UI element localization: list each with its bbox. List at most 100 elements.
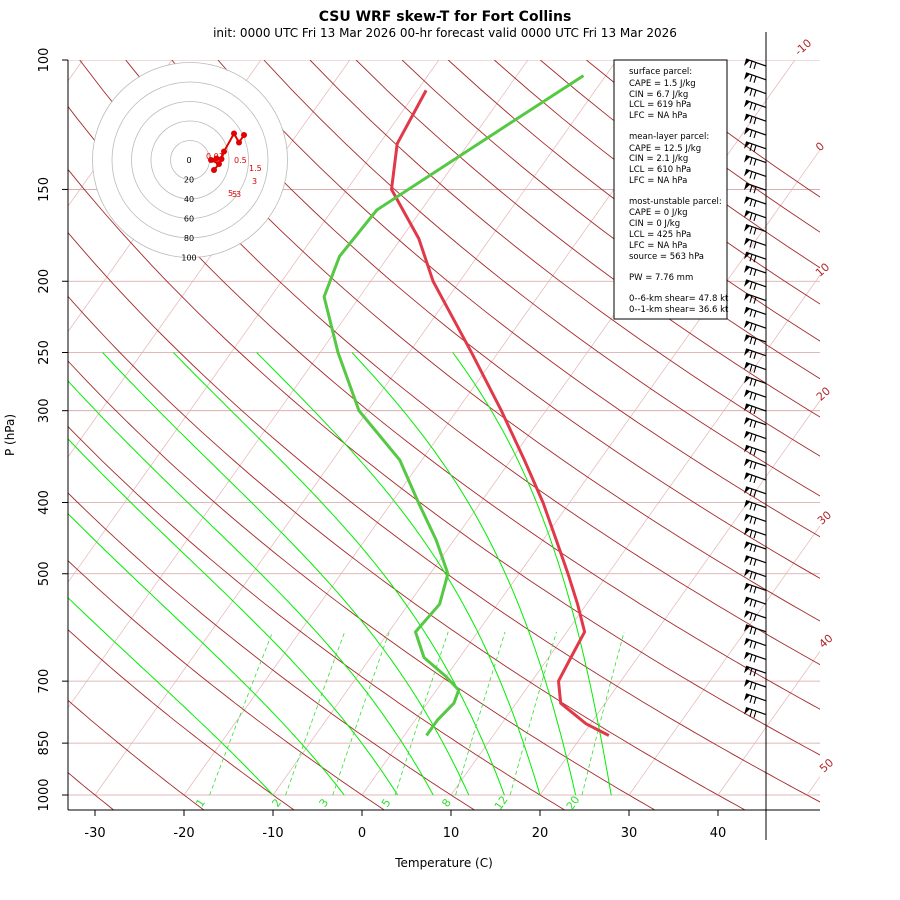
dry-adiabat: [68, 560, 386, 810]
hodograph-point-0: [211, 167, 217, 173]
wind-barb: [744, 279, 767, 290]
dry-adiabat: [68, 629, 295, 810]
wind-barb: [744, 417, 767, 428]
hodograph-point-2: [208, 157, 214, 163]
isotherm-label-50: 50: [817, 756, 836, 775]
most-unstable-cape: CAPE = 0 J/kg: [629, 208, 688, 218]
dry-adiabat: [401, 60, 820, 380]
wind-barb: [744, 389, 767, 401]
hodograph-ring-label-40: 40: [184, 195, 194, 204]
hodograph-point-8: [241, 132, 247, 138]
wind-barb: [744, 665, 767, 677]
dry-adiabat: [263, 60, 820, 497]
precipitable-water: PW = 7.76 mm: [629, 273, 693, 283]
surface-cape: CAPE = 1.5 J/kg: [629, 79, 696, 89]
wind-barb: [744, 707, 767, 718]
wind-barb: [744, 265, 767, 277]
dry-adiabat: [355, 60, 820, 418]
x-tick-label-20: 20: [532, 826, 549, 841]
stats-box: surface parcel: CAPE = 1.5 J/kg CIN = 6.…: [613, 59, 729, 320]
wind-barb: [744, 182, 767, 194]
wind-barb: [744, 582, 767, 594]
y-tick-label-200: 200: [37, 269, 52, 294]
hodograph-ring-label-60: 60: [184, 215, 194, 224]
y-tick-label-850: 850: [37, 731, 52, 756]
isotherm-label-10: 10: [813, 260, 832, 279]
mixing-ratio-label-1: 1: [193, 796, 208, 809]
wind-barb: [744, 403, 767, 415]
mixing-ratio-label-3: 3: [317, 796, 332, 809]
wind-barb: [744, 196, 767, 208]
mixing-ratio-label-8: 8: [439, 796, 454, 809]
wind-barb: [744, 86, 767, 97]
wind-barb: [744, 638, 767, 649]
wind-barb: [744, 251, 767, 263]
moist-adiabat: [68, 596, 274, 796]
hodograph-point-4: [218, 156, 225, 162]
surface-header: surface parcel:: [629, 67, 692, 77]
wind-barb: [744, 99, 767, 111]
mean-layer-header: mean-layer parcel:: [629, 132, 709, 142]
hodograph-label-2: 1.5: [249, 164, 262, 173]
wind-barb: [744, 293, 767, 304]
hodograph-background: [93, 63, 287, 257]
y-tick-label-100: 100: [37, 48, 52, 73]
isotherm-label-20: 20: [814, 385, 833, 404]
wind-barb: [744, 168, 767, 180]
wind-barb: [744, 210, 767, 221]
isotherm: [896, 60, 900, 795]
wind-barb: [744, 306, 767, 318]
isotherm: [806, 776, 820, 796]
hodograph-point-5: [221, 148, 227, 155]
y-tick-label-300: 300: [37, 398, 52, 423]
moist-adiabat: [452, 352, 612, 796]
x-tick-label--30: -30: [84, 826, 105, 841]
moist-adiabat: [173, 352, 505, 796]
wind-barb: [744, 679, 767, 691]
dry-adiabat: [79, 60, 820, 666]
hodograph-label-4: 5: [228, 189, 233, 198]
dry-adiabat: [125, 60, 820, 622]
wind-barb: [744, 610, 767, 622]
wind-barb: [744, 486, 767, 497]
mean-layer-cin: CIN = 2.1 J/kg: [629, 154, 688, 164]
isotherm: [450, 274, 820, 796]
mixing-ratio-line-8: [455, 631, 506, 796]
y-tick-label-1000: 1000: [37, 778, 52, 811]
wind-barb: [744, 513, 767, 525]
wind-barb: [744, 58, 767, 70]
wind-barb: [744, 569, 767, 580]
hodograph-label-0: 0.01: [206, 152, 224, 161]
mixing-ratio-line-20: [581, 631, 625, 796]
most-unstable-source: source = 563 hPa: [629, 252, 704, 262]
hodograph-label-3: 3: [252, 177, 257, 186]
isotherm: [68, 60, 529, 709]
dry-adiabat: [68, 425, 566, 810]
dry-adiabat: [217, 60, 820, 538]
x-tick-label-40: 40: [710, 826, 727, 841]
y-tick-label-150: 150: [37, 177, 52, 202]
hodograph-point-7: [236, 139, 242, 146]
shear-0-6km: 0--6-km shear= 47.8 kt: [629, 294, 729, 304]
hodograph-point-6: [231, 130, 237, 137]
moist-adiabat: [102, 352, 470, 796]
mixing-ratio-line-3: [332, 631, 390, 796]
wind-barb: [744, 651, 767, 663]
mean-layer-lcl: LCL = 610 hPa: [629, 165, 691, 175]
hodograph-ring-label-20: 20: [184, 176, 194, 185]
y-tick-label-700: 700: [37, 669, 52, 694]
chart-title: CSU WRF skew-T for Fort Collins: [319, 9, 572, 25]
x-axis-label: Temperature (C): [394, 856, 493, 870]
wind-barb: [744, 458, 767, 470]
wind-barb: [744, 500, 767, 511]
mixing-ratio-line-2: [285, 631, 346, 796]
hodograph-label-5: 5: [232, 190, 237, 199]
wind-barb: [744, 348, 767, 359]
wind-barb: [744, 72, 767, 83]
hodograph-point-3: [213, 155, 220, 162]
hodograph-ring-40: [150, 120, 230, 200]
most-unstable-lcl: LCL = 425 hPa: [629, 230, 691, 240]
hodograph-ring-label-100: 100: [181, 254, 196, 263]
